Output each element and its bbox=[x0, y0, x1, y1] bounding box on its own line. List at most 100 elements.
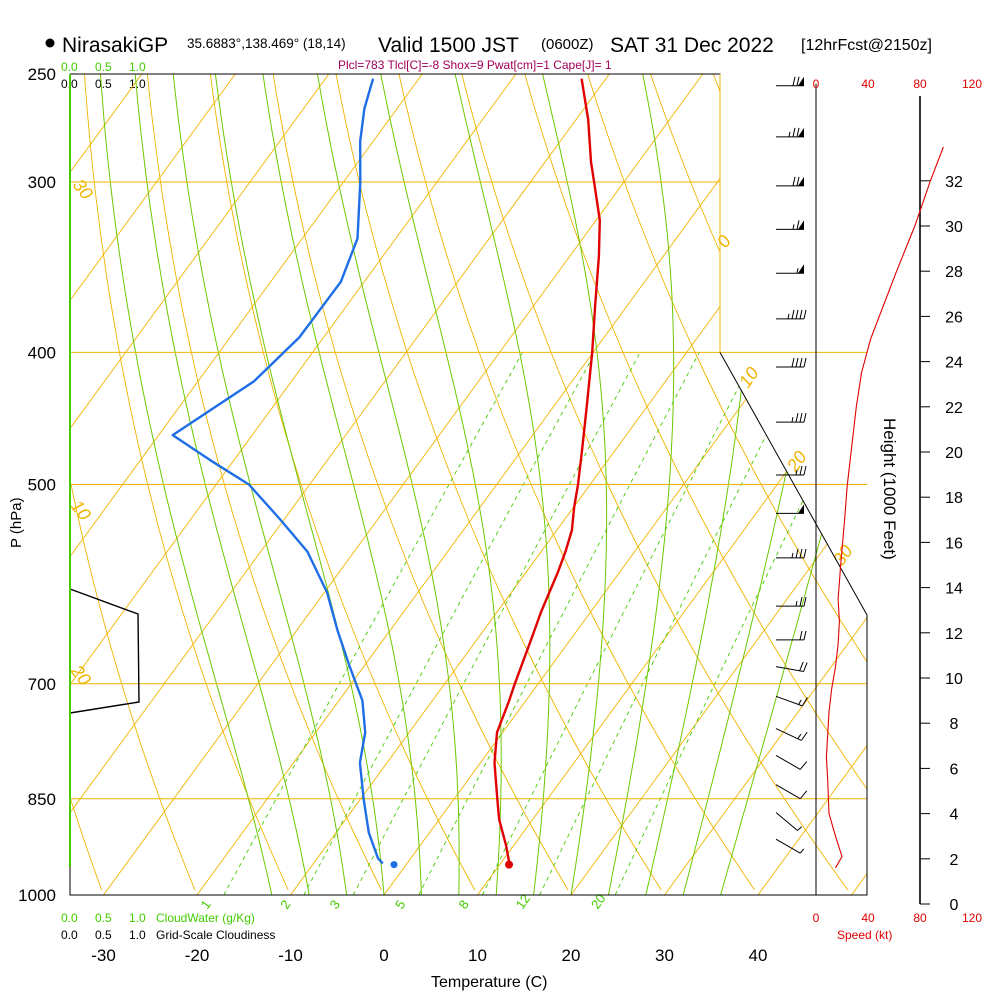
wind-barb bbox=[775, 754, 808, 770]
cw-tick-bottom: 0.5 bbox=[95, 911, 112, 925]
wind-barb-flag bbox=[798, 220, 804, 230]
mixing-ratio-line bbox=[418, 352, 700, 895]
cloud-tick-bottom: 0.5 bbox=[95, 928, 112, 942]
wind-barb-full bbox=[796, 176, 800, 187]
wind-barb bbox=[776, 597, 807, 607]
mixing-ratio-label: 5 bbox=[392, 897, 408, 912]
wind-barb-half bbox=[797, 826, 802, 831]
wind-barb-half bbox=[792, 224, 795, 230]
isotherm-line bbox=[70, 74, 236, 895]
height-tick-label: 14 bbox=[945, 581, 963, 598]
cw-tick-top: 1.0 bbox=[129, 60, 146, 74]
wind-barb bbox=[776, 176, 804, 187]
pressure-tick-label: 1000 bbox=[18, 886, 56, 905]
wind-barb bbox=[775, 728, 808, 741]
wind-barb-full bbox=[795, 548, 799, 559]
pressure-tick-label: 300 bbox=[28, 173, 56, 192]
cloudiness-line bbox=[69, 588, 140, 714]
dry-adiabat-line bbox=[524, 74, 867, 891]
wind-barb-full bbox=[799, 630, 803, 640]
wind-barb-full bbox=[795, 412, 799, 423]
dry-adiabat-line bbox=[398, 74, 755, 891]
dry-adiabat-line bbox=[0, 74, 8, 890]
wind-barb bbox=[775, 812, 802, 831]
wind-panel: 0246810121416182022242628303200404080801… bbox=[775, 76, 982, 925]
isotherm-label: 0 bbox=[713, 232, 735, 252]
wind-barb-flag bbox=[798, 176, 804, 186]
wind-barb-half bbox=[799, 848, 805, 854]
moist-adiabat-line bbox=[134, 74, 310, 895]
mixing-ratio-line bbox=[481, 352, 757, 895]
wind-barb-full bbox=[803, 465, 807, 476]
speed-tick-label-top: 120 bbox=[962, 77, 982, 91]
wind-barb-full bbox=[799, 548, 803, 559]
height-tick-label: 16 bbox=[945, 535, 963, 552]
height-tick-label: 4 bbox=[950, 807, 959, 824]
valid-utc: (0600Z) bbox=[541, 36, 594, 53]
wind-barb-full bbox=[796, 220, 800, 230]
wind-barb-half bbox=[791, 552, 794, 559]
speed-tick-label-bottom: 40 bbox=[861, 911, 875, 925]
wind-barb bbox=[776, 504, 804, 514]
valid-time: Valid 1500 JST bbox=[378, 34, 519, 57]
wind-barb-full bbox=[803, 309, 807, 319]
wind-barb-full bbox=[803, 662, 808, 672]
header: NirasakiGP 35.6883°,138.469° (18,14) Val… bbox=[45, 34, 932, 72]
dewpoint-profile-line bbox=[171, 78, 384, 865]
dry-adiabat-line bbox=[461, 74, 849, 891]
wind-barb-full bbox=[792, 76, 796, 86]
mixing-ratio-label: 8 bbox=[455, 897, 471, 912]
station-marker-icon bbox=[45, 38, 55, 48]
cloudiness-legend: Grid-Scale Cloudiness bbox=[156, 928, 275, 942]
temperature-tick-label: -30 bbox=[91, 946, 116, 965]
isotherm-label: 30 bbox=[69, 175, 97, 203]
wind-barb-staff bbox=[775, 784, 801, 800]
wind-barb bbox=[775, 838, 805, 854]
pressure-tick-label: 850 bbox=[28, 790, 56, 809]
stability-indices: Plcl=783 Tlcl[C]=-8 Shox=9 Pwat[cm]=1 Ca… bbox=[338, 58, 612, 72]
height-tick-label: 6 bbox=[950, 761, 959, 778]
dry-adiabat-line bbox=[650, 74, 867, 891]
height-tick-label: 18 bbox=[945, 490, 963, 507]
station-name: NirasakiGP bbox=[62, 34, 168, 57]
axes: -30 -20 -10 0 10 20 30 40 bbox=[69, 73, 868, 965]
mixing-ratio-label: 12 bbox=[513, 891, 534, 911]
dry-adiabat-line bbox=[965, 74, 1000, 890]
wind-barb-half bbox=[795, 601, 798, 607]
wind-barb-flag bbox=[798, 504, 804, 514]
moist-adiabat-line bbox=[454, 74, 551, 895]
wind-barb-full bbox=[801, 697, 808, 707]
height-tick-label: 24 bbox=[945, 355, 963, 372]
wind-barb-full bbox=[803, 548, 807, 559]
mixing-ratio-line bbox=[539, 352, 809, 895]
dry-adiabat-line bbox=[84, 74, 289, 891]
wind-barb-flag bbox=[798, 76, 804, 86]
height-tick-label: 10 bbox=[945, 671, 963, 688]
wind-barb bbox=[776, 357, 807, 368]
speed-axis-title: Speed (kt) bbox=[837, 928, 892, 942]
bottom-cloud-scale: 0.0 0.5 1.0 CloudWater (g/Kg) 0.0 0.5 1.… bbox=[61, 911, 275, 942]
moist-adiabat-line bbox=[380, 74, 502, 895]
wind-barb-full bbox=[795, 357, 799, 368]
wind-barb-full bbox=[799, 597, 803, 607]
sounding-profiles bbox=[171, 78, 601, 869]
temperature-profile-line bbox=[493, 78, 601, 865]
wind-barb bbox=[775, 661, 808, 672]
wind-barb-half bbox=[787, 313, 790, 319]
wind-barb-full bbox=[792, 176, 796, 187]
cloud-tick-bottom: 0.0 bbox=[61, 928, 78, 942]
wind-barb-staff bbox=[775, 838, 801, 854]
wind-barb-staff bbox=[775, 728, 802, 741]
wind-barb-full bbox=[791, 357, 795, 368]
wind-barb bbox=[776, 630, 807, 641]
mixing-ratio-line bbox=[303, 352, 596, 895]
wind-barb-flag bbox=[798, 127, 804, 137]
wind-barb-full bbox=[799, 790, 808, 799]
wind-barb-staff bbox=[775, 695, 803, 707]
wind-barb-staff bbox=[775, 812, 798, 831]
height-tick-label: 2 bbox=[950, 852, 959, 869]
moist-adiabat-line bbox=[607, 74, 675, 895]
height-tick-label: 22 bbox=[945, 400, 963, 417]
